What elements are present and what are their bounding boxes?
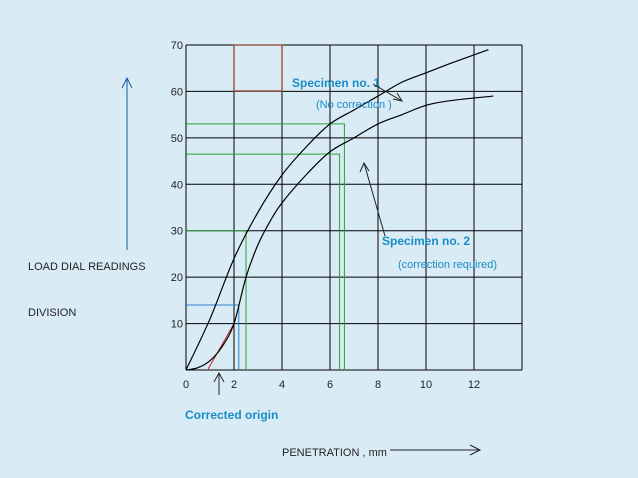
y-axis-arrowhead — [121, 76, 133, 89]
chart-grid — [185, 44, 523, 371]
series-2-pointer-head — [359, 161, 370, 173]
x-tick-label: 6 — [327, 379, 333, 391]
x-tick-label: 2 — [231, 379, 237, 391]
y-axis-label-line2: DIVISION — [28, 307, 76, 319]
series-1-pointer-head — [392, 92, 404, 102]
series-2-pointer — [363, 162, 386, 237]
series-1-pointer — [372, 83, 403, 102]
series-1-name: Specimen no. 1 — [292, 76, 380, 90]
y-tick-label: 10 — [171, 319, 183, 331]
reference-line — [186, 153, 341, 370]
y-tick-label: 50 — [171, 133, 183, 145]
reference-line — [186, 123, 345, 370]
series-2-line — [185, 95, 494, 371]
series-1-note: (No correction ) — [316, 99, 392, 111]
y-tick-label: 70 — [171, 40, 183, 52]
y-axis-label-line1: LOAD DIAL READINGS — [28, 261, 146, 273]
x-tick-label: 0 — [183, 379, 189, 391]
corrected-origin-arrow — [213, 371, 225, 395]
tangent-line — [207, 323, 235, 371]
y-tick-label: 60 — [171, 86, 183, 98]
data-curves — [185, 49, 494, 371]
series-1-line — [185, 49, 489, 371]
series-2-name: Specimen no. 2 — [382, 234, 470, 248]
x-tick-label: 10 — [420, 379, 432, 391]
x-tick-label: 4 — [279, 379, 285, 391]
y-tick-label: 40 — [171, 179, 183, 191]
x-tick-label: 12 — [468, 379, 480, 391]
highlight-box — [233, 44, 283, 92]
axis-ticks: 0 2 4 6 8 10 12 10 20 30 40 50 60 70 — [171, 40, 480, 391]
x-tick-label: 8 — [375, 379, 381, 391]
reference-line — [186, 230, 247, 370]
x-axis-label: PENETRATION , mm — [282, 447, 387, 459]
y-tick-label: 30 — [171, 226, 183, 238]
y-tick-label: 20 — [171, 272, 183, 284]
x-axis-arrowhead — [469, 444, 482, 456]
series-2-note: (correction required) — [398, 259, 497, 271]
corrected-origin-label: Corrected origin — [185, 408, 278, 422]
